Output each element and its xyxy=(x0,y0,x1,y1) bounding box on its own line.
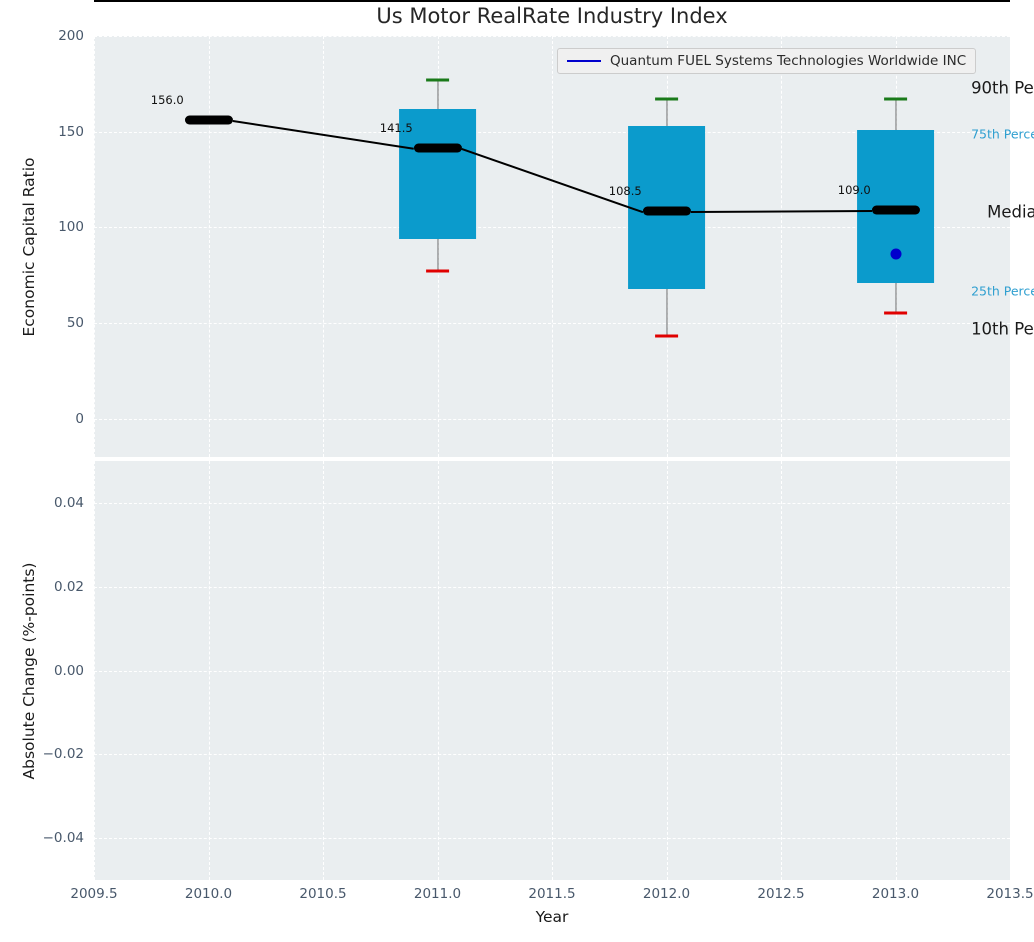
x-tick-label: 2012.0 xyxy=(642,886,691,902)
gridline-horizontal xyxy=(94,418,1010,420)
x-tick-label: 2011.0 xyxy=(413,886,462,902)
legend[interactable]: Quantum FUEL Systems Technologies Worldw… xyxy=(557,48,977,74)
gridline-horizontal xyxy=(94,670,1010,672)
gridline-horizontal xyxy=(94,586,1010,588)
box-body xyxy=(398,108,477,239)
box-cap-p90 xyxy=(425,78,450,82)
annotation-10th-percentile: 10th Percentile xyxy=(971,319,1034,339)
box-median-bar xyxy=(413,143,462,153)
y-tick-label: −0.04 xyxy=(42,830,84,847)
y-tick-label: 100 xyxy=(58,219,84,236)
x-tick-label: 2010.0 xyxy=(184,886,233,902)
gridline-horizontal xyxy=(94,36,1010,37)
y-tick-label: 0.04 xyxy=(53,494,84,511)
box-cap-p90 xyxy=(654,97,679,101)
annotation-25th-percentile: 25th Percentile xyxy=(971,283,1034,298)
gridline-vertical xyxy=(552,36,553,457)
gridline-horizontal xyxy=(94,323,1010,325)
y-tick-label: 0.02 xyxy=(53,578,84,595)
y-tick-label: 50 xyxy=(66,315,84,332)
gridline-horizontal xyxy=(94,754,1010,756)
box-median-bar xyxy=(642,206,691,216)
x-tick-label: 2013.5 xyxy=(986,886,1034,902)
zero-reference-line xyxy=(94,0,1010,2)
annotation-90th-percentile: 90th Percentile xyxy=(971,78,1034,98)
gridline-vertical xyxy=(437,461,439,880)
annotation-median: Median xyxy=(987,202,1034,222)
box-cap-p10 xyxy=(654,334,679,338)
x-tick-label: 2012.5 xyxy=(757,886,805,902)
x-tick-label: 2010.5 xyxy=(299,886,347,902)
y-tick-label: 0.00 xyxy=(53,662,84,679)
gridline-vertical xyxy=(94,36,95,457)
box-median-bar xyxy=(871,205,920,215)
y-tick-label: 0 xyxy=(75,410,84,427)
box-median-bar xyxy=(184,115,233,125)
gridline-horizontal xyxy=(94,838,1010,840)
legend-entry-label: Quantum FUEL Systems Technologies Worldw… xyxy=(610,53,967,69)
gridline-vertical xyxy=(895,461,897,880)
x-tick-label: 2009.5 xyxy=(70,886,118,902)
gridline-vertical xyxy=(781,36,782,457)
x-axis-label: Year xyxy=(535,908,569,926)
y-tick-label: −0.02 xyxy=(42,746,84,763)
gridline-vertical xyxy=(323,36,324,457)
upper-y-tick-column: 0 50 100 150 200 −0.04 −0.02 0.00 0.02 0.04 xyxy=(0,0,84,942)
gridline-vertical xyxy=(1010,36,1011,457)
annotation-75th-percentile: 75th Percentile xyxy=(971,126,1034,142)
chart-title: Us Motor RealRate Industry Index xyxy=(376,4,728,28)
company-data-point[interactable] xyxy=(890,248,901,260)
median-value-label: 141.5 xyxy=(379,120,413,135)
box-cap-p10 xyxy=(425,269,450,273)
median-value-label: 156.0 xyxy=(150,93,184,108)
gridline-vertical xyxy=(781,461,782,880)
legend-line-icon xyxy=(567,60,601,62)
median-value-label: 109.0 xyxy=(837,183,871,198)
gridline-vertical xyxy=(552,461,553,880)
gridline-vertical xyxy=(1010,461,1011,880)
gridline-vertical xyxy=(323,461,324,880)
box-cap-p10 xyxy=(883,311,908,315)
lower-plot-area xyxy=(94,461,1011,880)
x-tick-label: 2013.0 xyxy=(871,886,920,902)
x-tick-label: 2011.5 xyxy=(528,886,576,902)
gridline-vertical xyxy=(94,461,95,880)
y-tick-label: 150 xyxy=(58,123,84,140)
gridline-horizontal xyxy=(94,502,1010,504)
gridline-vertical xyxy=(666,461,668,880)
y-tick-label: 200 xyxy=(58,28,84,44)
box-cap-p90 xyxy=(883,97,908,101)
gridline-vertical xyxy=(208,36,210,457)
median-value-label: 108.5 xyxy=(608,184,642,199)
gridline-vertical xyxy=(208,461,210,880)
